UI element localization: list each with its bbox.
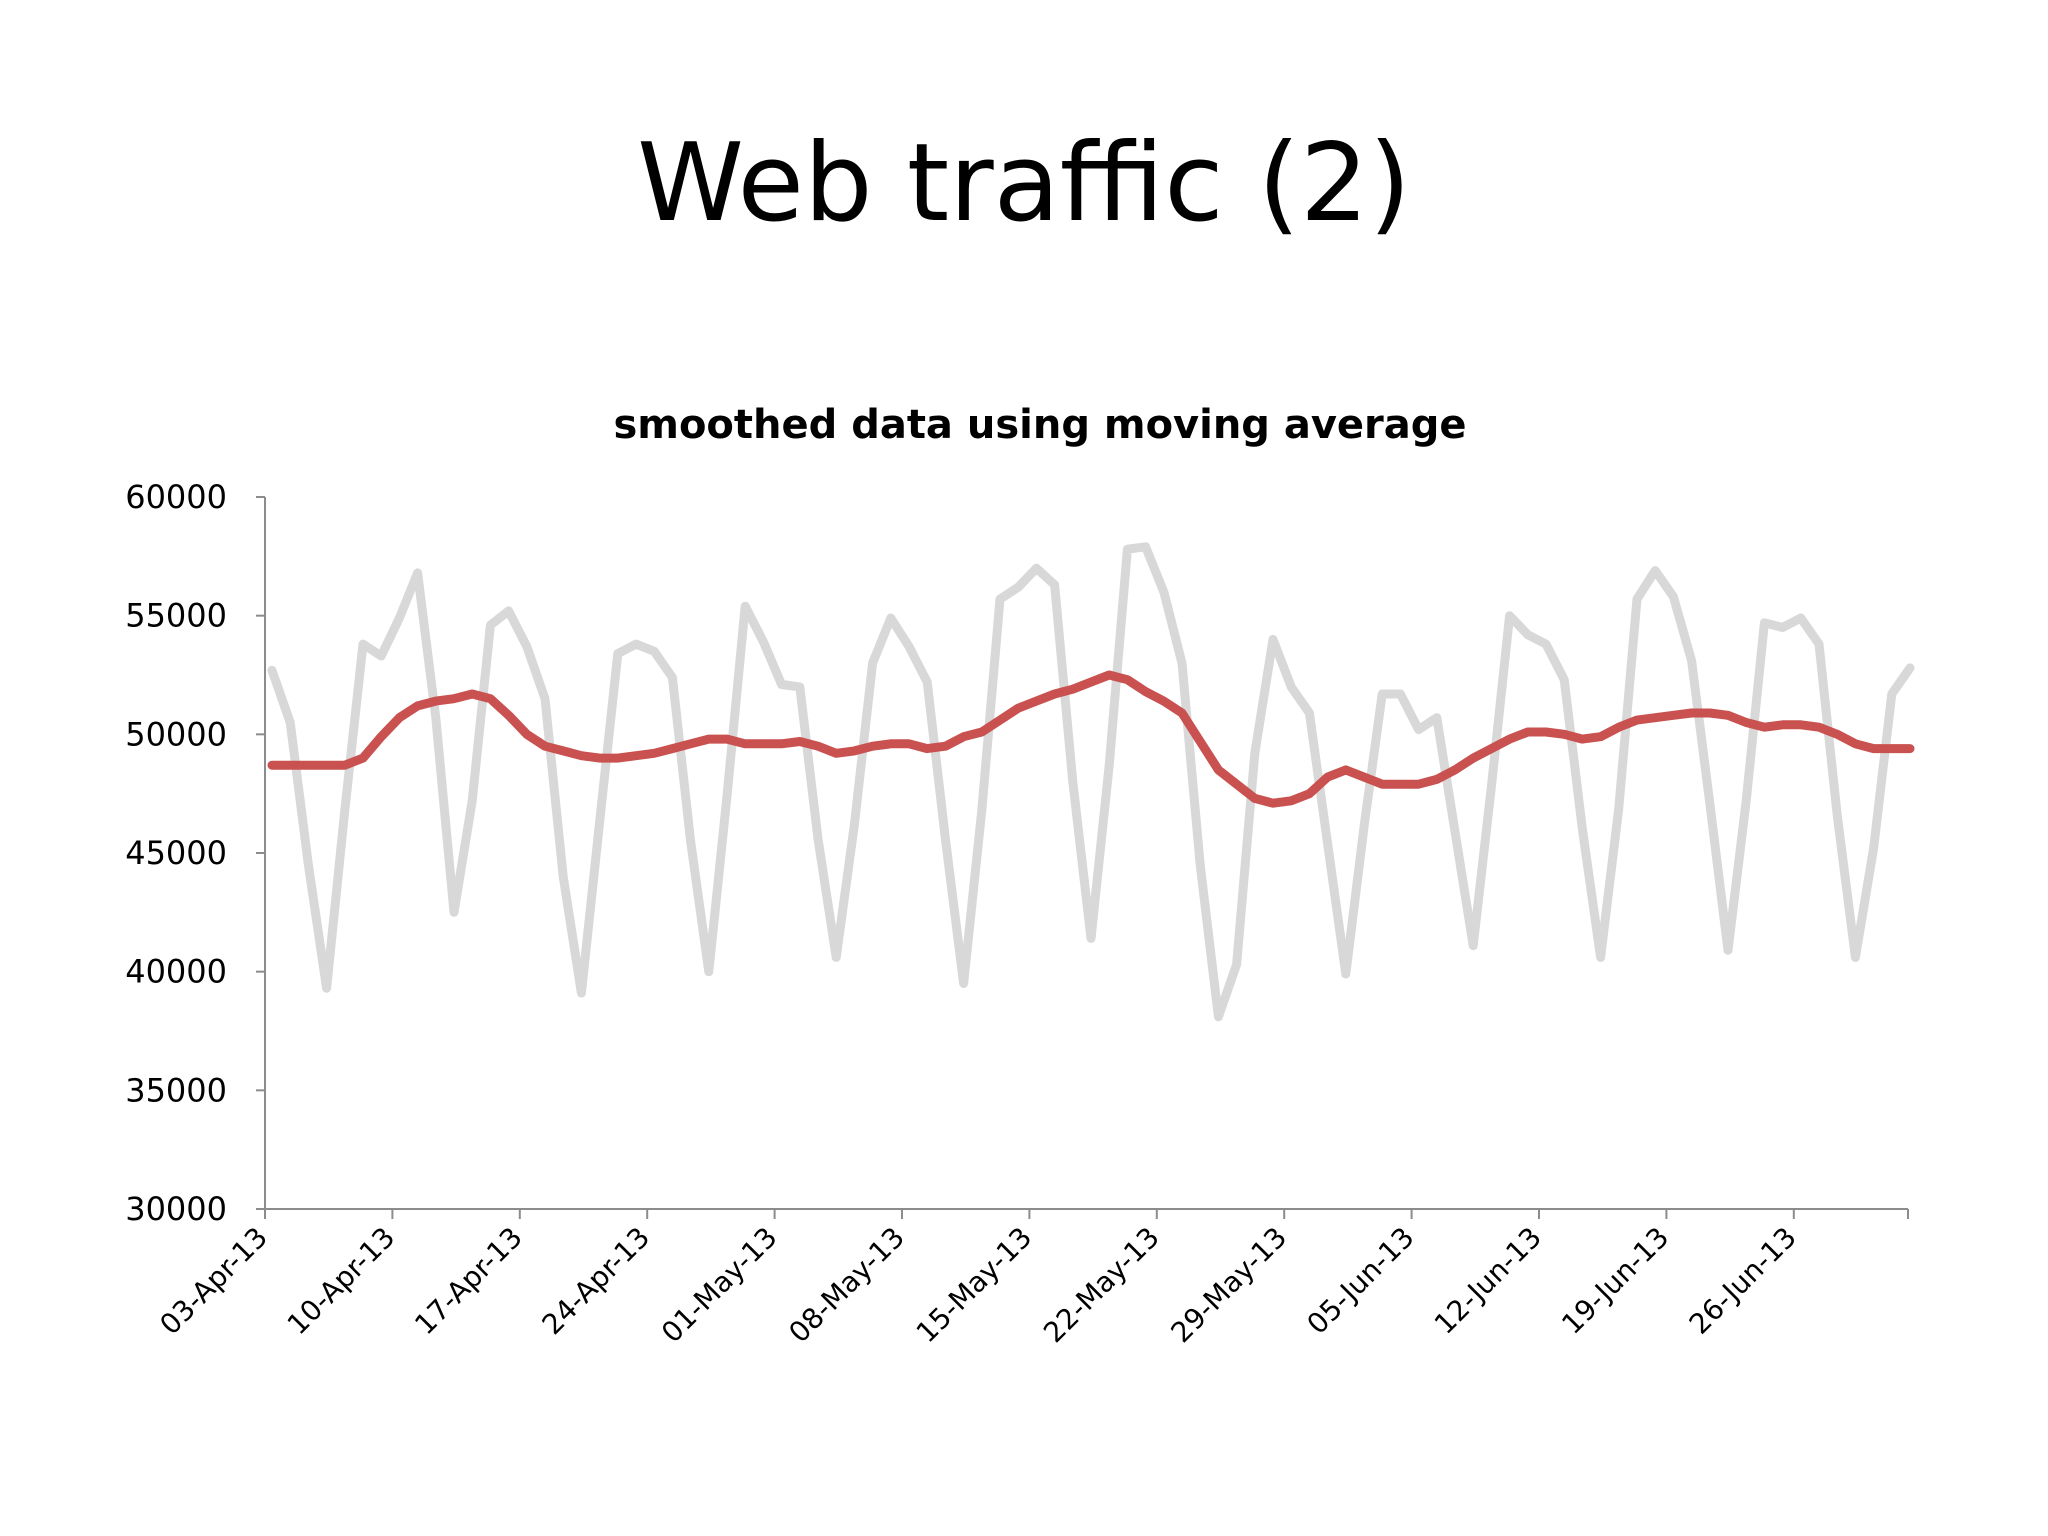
x-tick-label: 19-Jun-13 [1555,1221,1675,1341]
slide-title: Web traffic (2) [637,121,1411,246]
chart-series [267,542,1915,1022]
x-tick-label: 10-Apr-13 [281,1221,402,1342]
x-tick-label: 24-Apr-13 [536,1221,657,1342]
x-tick-label: 03-Apr-13 [153,1221,274,1342]
y-tick-label: 35000 [125,1071,227,1109]
x-tick-label: 29-May-13 [1165,1221,1294,1350]
y-tick-label: 45000 [125,834,227,872]
y-tick-label: 55000 [125,597,227,635]
x-tick-label: 22-May-13 [1037,1221,1166,1350]
x-tick-label: 17-Apr-13 [408,1221,529,1342]
x-tick-label: 05-Jun-13 [1300,1221,1420,1341]
x-tick-label: 08-May-13 [782,1221,911,1350]
x-tick-label: 15-May-13 [910,1221,1039,1350]
y-tick-label: 50000 [125,715,227,753]
x-tick-label: 01-May-13 [655,1221,784,1350]
chart-title: smoothed data using moving average [613,402,1466,448]
y-tick-label: 60000 [125,478,227,516]
y-tick-label: 40000 [125,953,227,991]
y-tick-label: 30000 [125,1190,227,1228]
raw-traffic-line [267,542,1915,1022]
moving-average-line [267,670,1915,808]
x-tick-label: 12-Jun-13 [1428,1221,1548,1341]
x-tick-label: 26-Jun-13 [1683,1221,1803,1341]
